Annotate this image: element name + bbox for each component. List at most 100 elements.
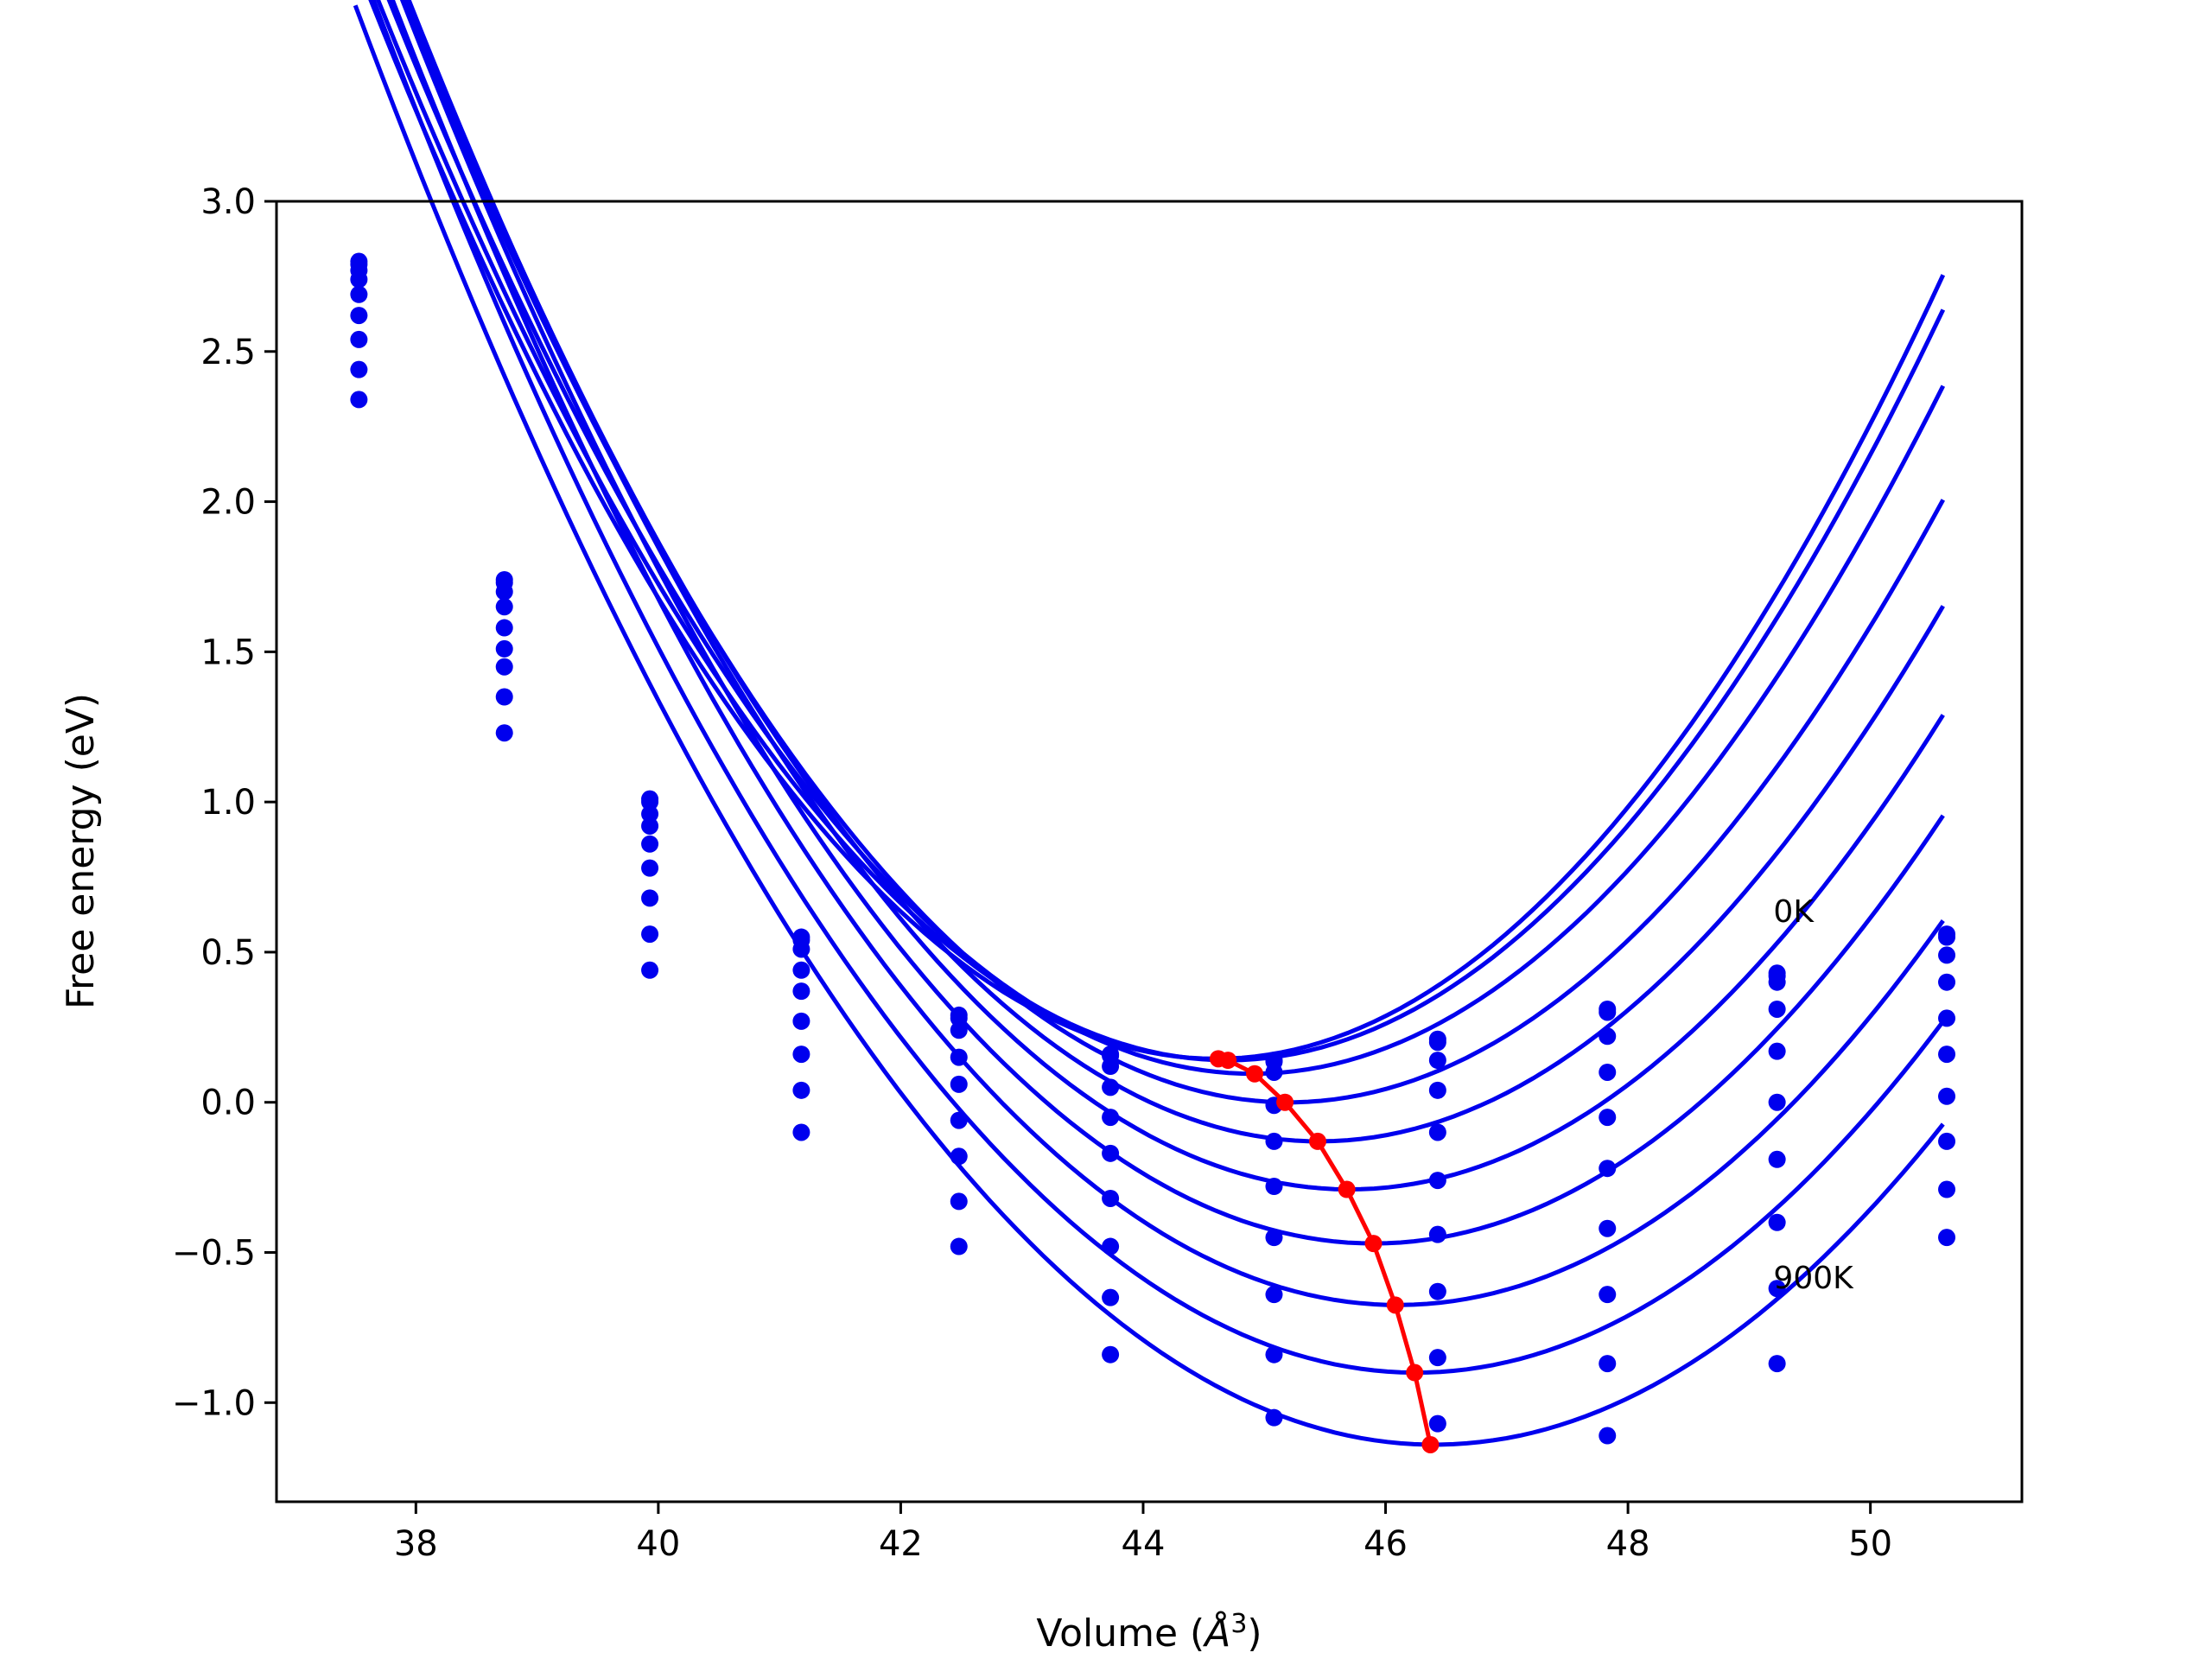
data-point-300K [950, 1048, 968, 1066]
data-point-200K [1428, 1052, 1446, 1070]
data-point-700K [792, 1081, 810, 1099]
fit-curve-600K [399, 0, 1945, 1246]
data-point-300K [495, 598, 513, 616]
data-point-200K [1102, 1058, 1120, 1076]
data-point-200K [792, 940, 810, 958]
data-point-300K [350, 270, 368, 289]
data-point-800K [1265, 1345, 1283, 1363]
x-axis-label-text: Volume [1036, 1611, 1190, 1656]
data-point-400K [1599, 1109, 1617, 1127]
data-point-500K [792, 1012, 810, 1030]
x-tick-label: 44 [1122, 1524, 1166, 1564]
data-point-600K [1938, 1087, 1956, 1105]
data-point-400K [641, 835, 659, 853]
data-point-700K [350, 360, 368, 378]
data-point-700K [1102, 1237, 1120, 1255]
data-point-500K [1428, 1172, 1446, 1190]
x-axis-unit-symbol: Å [1202, 1610, 1230, 1656]
fit-curve-100K [375, 0, 1946, 1063]
y-tick-label: 2.5 [200, 333, 256, 372]
annotation-900K: 900K [1773, 1261, 1854, 1296]
data-point-200K [495, 582, 513, 601]
data-point-600K [1102, 1189, 1120, 1207]
minimum-point [1276, 1093, 1294, 1111]
annotation-0K: 0K [1773, 894, 1815, 930]
data-point-200K [1599, 1027, 1617, 1046]
data-point-800K [350, 391, 368, 409]
data-point-800K [1102, 1288, 1120, 1306]
y-tick-label: 2.0 [200, 483, 256, 523]
y-tick-label: 1.5 [200, 632, 256, 672]
data-point-600K [1768, 1150, 1786, 1168]
data-point-800K [1428, 1349, 1446, 1367]
x-tick-label: 48 [1606, 1524, 1650, 1564]
data-point-600K [495, 658, 513, 676]
y-tick-label: 0.0 [200, 1084, 256, 1123]
x-tick-label: 50 [1848, 1524, 1892, 1564]
fit-curve-700K [390, 0, 1945, 1307]
data-point-400K [1938, 1009, 1956, 1027]
y-tick-label: −0.5 [172, 1234, 256, 1274]
data-point-700K [950, 1192, 968, 1211]
data-point-800K [495, 724, 513, 742]
annotations: 0K 900K [1773, 894, 1854, 1296]
data-point-700K [1428, 1282, 1446, 1300]
y-axis-label: Free energy (eV) [59, 693, 103, 1009]
data-point-500K [1768, 1093, 1786, 1111]
data-point-500K [350, 307, 368, 325]
data-point-200K [1768, 973, 1786, 991]
minimum-point [1364, 1235, 1382, 1253]
data-point-900K [1428, 1414, 1446, 1433]
data-point-700K [1768, 1213, 1786, 1231]
x-axis-label: Volume (Å3) [1036, 1609, 1262, 1656]
data-point-100K [1599, 1003, 1617, 1021]
data-point-600K [350, 330, 368, 348]
data-point-600K [950, 1147, 968, 1166]
data-point-600K [1428, 1225, 1446, 1243]
data-point-800K [792, 1123, 810, 1141]
plot-area [350, 0, 1956, 1453]
minimum-point [1246, 1065, 1264, 1083]
axes-frame [275, 200, 2024, 1503]
data-point-400K [1102, 1109, 1120, 1127]
data-point-500K [1265, 1178, 1283, 1196]
data-point-900K [1102, 1345, 1120, 1363]
minimum-point [1338, 1180, 1356, 1198]
data-point-400K [1768, 1042, 1786, 1060]
data-point-200K [1938, 946, 1956, 964]
fit-curve-900K [353, 4, 1945, 1447]
data-point-300K [1938, 973, 1956, 991]
data-point-400K [1265, 1132, 1283, 1150]
y-tick-label: −1.0 [172, 1383, 256, 1423]
data-point-800K [1768, 1280, 1786, 1298]
data-point-700K [1599, 1286, 1617, 1304]
data-point-900K [1938, 1229, 1956, 1247]
data-point-400K [1428, 1123, 1446, 1141]
minimum-point [1421, 1435, 1440, 1453]
data-point-700K [1265, 1286, 1283, 1304]
data-point-800K [1599, 1355, 1617, 1373]
data-point-300K [1599, 1063, 1617, 1081]
data-point-600K [792, 1046, 810, 1064]
data-point-200K [1265, 1063, 1283, 1081]
data-point-300K [1102, 1078, 1120, 1096]
y-tick-label: 0.5 [200, 933, 256, 973]
y-tick-label: 1.0 [200, 783, 256, 823]
data-point-900K [1768, 1355, 1786, 1373]
data-point-300K [641, 817, 659, 835]
data-point-900K [1265, 1408, 1283, 1427]
data-point-300K [792, 961, 810, 979]
x-tick-label: 38 [394, 1524, 438, 1564]
data-point-800K [1938, 1180, 1956, 1198]
data-point-500K [950, 1111, 968, 1129]
fit-curve-800K [371, 0, 1945, 1376]
data-point-500K [495, 639, 513, 658]
data-point-600K [1599, 1219, 1617, 1237]
data-point-600K [641, 889, 659, 907]
data-point-500K [1599, 1160, 1617, 1178]
data-point-700K [495, 688, 513, 706]
data-point-200K [641, 805, 659, 823]
minimum-point [1219, 1052, 1237, 1070]
